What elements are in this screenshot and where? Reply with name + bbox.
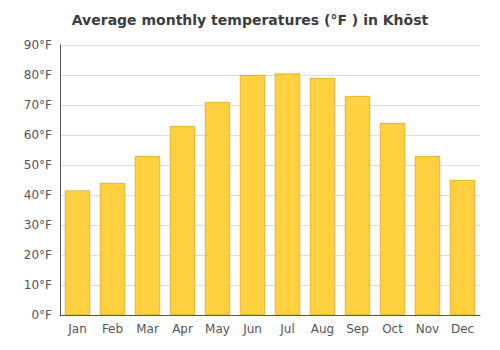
svg-text:Sep: Sep xyxy=(346,322,369,336)
svg-text:20°F: 20°F xyxy=(24,248,52,262)
svg-text:Nov: Nov xyxy=(416,322,439,336)
svg-text:90°F: 90°F xyxy=(24,38,52,52)
svg-text:40°F: 40°F xyxy=(24,188,52,202)
svg-text:Average monthly temperatures (: Average monthly temperatures (°F ) in Kh… xyxy=(72,12,429,28)
svg-text:Dec: Dec xyxy=(451,322,474,336)
svg-text:Jun: Jun xyxy=(242,322,262,336)
svg-text:0°F: 0°F xyxy=(31,308,52,322)
svg-text:Aug: Aug xyxy=(311,322,334,336)
svg-text:50°F: 50°F xyxy=(24,158,52,172)
svg-text:Oct: Oct xyxy=(382,322,403,336)
svg-text:60°F: 60°F xyxy=(24,128,52,142)
svg-text:Mar: Mar xyxy=(136,322,159,336)
svg-text:Jul: Jul xyxy=(279,322,294,336)
svg-text:Feb: Feb xyxy=(102,322,123,336)
svg-text:May: May xyxy=(205,322,230,336)
svg-text:Jan: Jan xyxy=(67,322,87,336)
svg-text:30°F: 30°F xyxy=(24,218,52,232)
svg-text:Apr: Apr xyxy=(172,322,193,336)
svg-text:10°F: 10°F xyxy=(24,278,52,292)
svg-text:70°F: 70°F xyxy=(24,98,52,112)
svg-text:80°F: 80°F xyxy=(24,68,52,82)
